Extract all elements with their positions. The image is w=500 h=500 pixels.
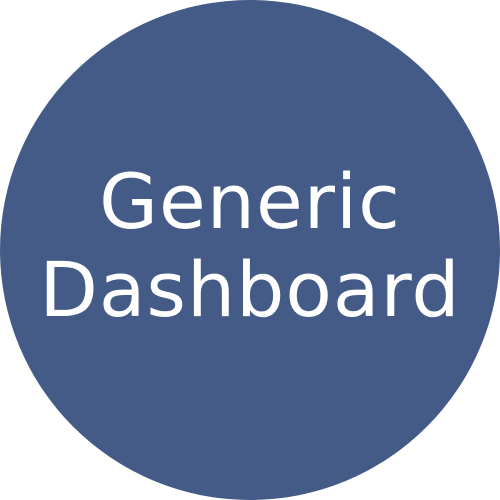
app-title-line-1: Generic <box>99 157 401 246</box>
app-title-line-2: Dashboard <box>39 245 461 334</box>
